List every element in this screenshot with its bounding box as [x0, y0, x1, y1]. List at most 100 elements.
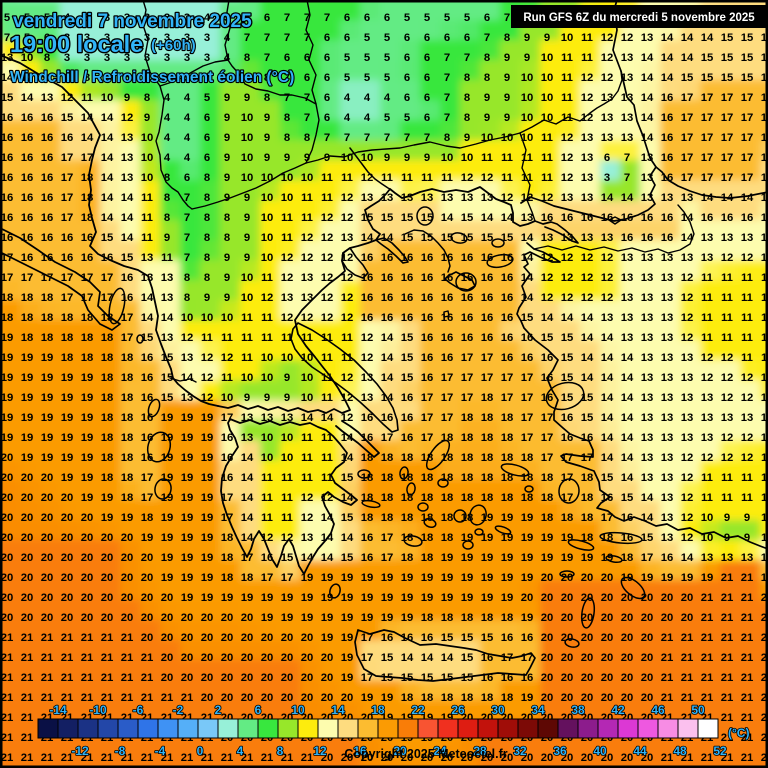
svg-text:21: 21: [241, 752, 254, 764]
svg-text:17: 17: [141, 492, 154, 504]
svg-text:34: 34: [531, 703, 545, 717]
svg-text:20: 20: [521, 752, 534, 764]
svg-text:20: 20: [581, 572, 594, 584]
svg-text:13: 13: [701, 252, 714, 264]
svg-text:16: 16: [21, 212, 34, 224]
svg-text:20: 20: [601, 672, 614, 684]
svg-text:14: 14: [621, 352, 634, 364]
svg-text:15: 15: [721, 32, 734, 44]
svg-text:11: 11: [501, 172, 513, 184]
svg-text:7: 7: [304, 12, 310, 24]
svg-text:15: 15: [721, 52, 734, 64]
svg-text:5: 5: [164, 72, 170, 84]
svg-text:14: 14: [181, 372, 194, 384]
svg-text:42: 42: [611, 703, 625, 717]
svg-text:5: 5: [364, 52, 370, 64]
svg-text:11: 11: [301, 432, 313, 444]
svg-text:16: 16: [41, 112, 54, 124]
svg-text:19: 19: [181, 452, 194, 464]
svg-text:3: 3: [164, 32, 170, 44]
svg-text:19: 19: [81, 372, 94, 384]
svg-text:19: 19: [361, 692, 374, 704]
svg-text:18: 18: [1, 312, 14, 324]
svg-text:20: 20: [281, 632, 294, 644]
svg-text:12: 12: [261, 292, 274, 304]
svg-text:20: 20: [21, 472, 34, 484]
svg-text:6: 6: [204, 112, 210, 124]
svg-text:21: 21: [181, 692, 194, 704]
svg-text:10: 10: [521, 132, 534, 144]
svg-text:15: 15: [401, 352, 414, 364]
svg-text:18: 18: [481, 392, 494, 404]
svg-text:7: 7: [444, 112, 450, 124]
svg-text:(+60h): (+60h): [151, 37, 196, 54]
svg-text:16: 16: [21, 132, 34, 144]
svg-text:17: 17: [521, 372, 534, 384]
svg-text:19: 19: [61, 452, 74, 464]
svg-text:18: 18: [541, 492, 554, 504]
svg-text:24: 24: [433, 744, 447, 758]
svg-text:17: 17: [701, 152, 714, 164]
svg-text:42: 42: [611, 703, 625, 717]
svg-text:21: 21: [81, 632, 94, 644]
svg-text:26: 26: [451, 703, 465, 717]
svg-text:18: 18: [501, 452, 514, 464]
svg-text:13: 13: [621, 332, 634, 344]
svg-text:21: 21: [141, 672, 154, 684]
svg-text:19: 19: [421, 572, 434, 584]
svg-text:12: 12: [201, 352, 214, 364]
svg-text:13: 13: [161, 332, 174, 344]
svg-text:13: 13: [701, 432, 714, 444]
svg-text:11: 11: [301, 192, 313, 204]
svg-text:16: 16: [661, 232, 674, 244]
svg-text:21: 21: [721, 752, 734, 764]
svg-text:20: 20: [381, 752, 394, 764]
svg-text:21: 21: [761, 752, 768, 764]
svg-text:12: 12: [321, 252, 334, 264]
svg-text:16: 16: [421, 352, 434, 364]
svg-text:8: 8: [204, 192, 210, 204]
svg-text:20: 20: [1, 612, 14, 624]
svg-text:20: 20: [161, 612, 174, 624]
svg-text:9: 9: [384, 152, 390, 164]
svg-text:12: 12: [341, 392, 354, 404]
svg-text:11: 11: [141, 192, 153, 204]
svg-text:13: 13: [641, 292, 654, 304]
svg-text:12: 12: [621, 32, 634, 44]
svg-text:18: 18: [61, 332, 74, 344]
svg-text:21: 21: [41, 632, 54, 644]
svg-text:19: 19: [181, 492, 194, 504]
svg-text:17: 17: [721, 112, 734, 124]
svg-text:11: 11: [281, 472, 293, 484]
svg-text:18: 18: [121, 432, 134, 444]
svg-text:20: 20: [581, 592, 594, 604]
svg-text:8: 8: [204, 272, 210, 284]
svg-text:16: 16: [501, 272, 514, 284]
svg-text:19: 19: [141, 532, 154, 544]
svg-text:19: 19: [261, 612, 274, 624]
svg-text:13: 13: [641, 312, 654, 324]
svg-text:5: 5: [384, 32, 390, 44]
svg-text:8: 8: [244, 72, 250, 84]
svg-text:20: 20: [1, 572, 14, 584]
svg-text:14: 14: [601, 412, 614, 424]
svg-text:11: 11: [321, 372, 333, 384]
svg-text:21: 21: [41, 692, 54, 704]
svg-text:19: 19: [481, 572, 494, 584]
svg-text:7: 7: [624, 152, 630, 164]
svg-text:17: 17: [681, 112, 694, 124]
svg-text:6: 6: [144, 72, 150, 84]
svg-text:10: 10: [241, 372, 254, 384]
svg-text:20: 20: [141, 632, 154, 644]
svg-text:6: 6: [344, 32, 350, 44]
svg-text:19: 19: [201, 512, 214, 524]
svg-text:13: 13: [601, 312, 614, 324]
svg-text:17: 17: [521, 392, 534, 404]
svg-text:19: 19: [641, 572, 654, 584]
svg-text:16: 16: [561, 212, 574, 224]
svg-text:10: 10: [541, 52, 554, 64]
svg-text:-12: -12: [71, 744, 89, 758]
svg-text:20: 20: [541, 592, 554, 604]
svg-text:10: 10: [261, 432, 274, 444]
svg-text:16: 16: [741, 212, 754, 224]
